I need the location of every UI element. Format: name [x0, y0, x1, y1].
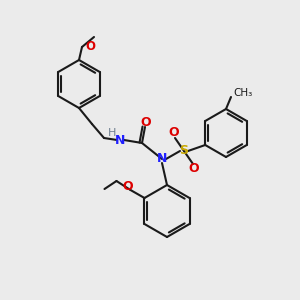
Text: O: O [141, 116, 151, 128]
Text: O: O [122, 179, 133, 193]
Text: O: O [85, 40, 95, 53]
Text: N: N [115, 134, 125, 146]
Text: CH₃: CH₃ [233, 88, 252, 98]
Text: S: S [179, 145, 188, 158]
Text: H: H [108, 128, 116, 138]
Text: O: O [189, 163, 199, 176]
Text: O: O [169, 127, 179, 140]
Text: N: N [157, 152, 167, 166]
